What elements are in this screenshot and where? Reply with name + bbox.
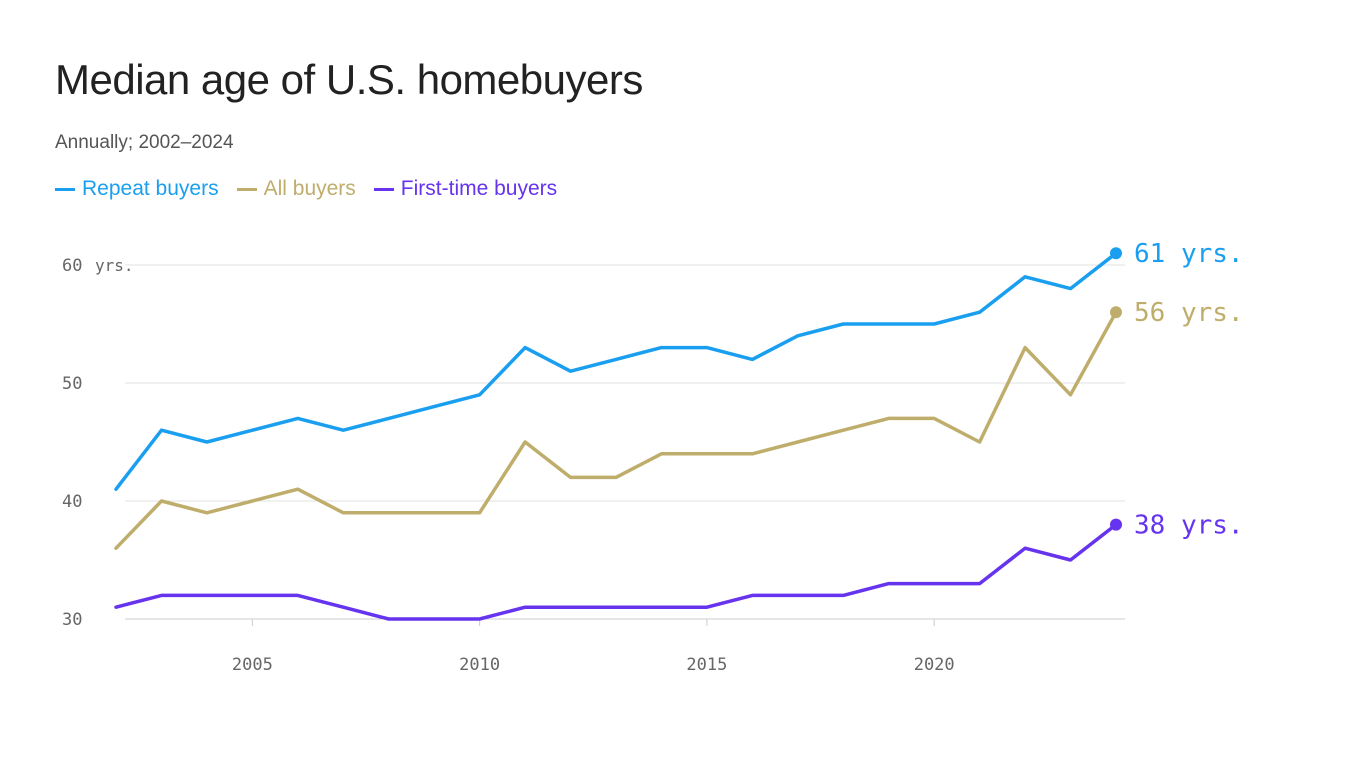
legend-item-first-time-buyers: First-time buyers: [373, 177, 558, 201]
y-tick-label-60: 60: [62, 256, 82, 276]
legend-swatch-repeat-buyers: [55, 187, 75, 191]
y-axis-unit: yrs.: [95, 256, 134, 275]
x-tick-label-2015: 2015: [686, 655, 727, 675]
legend: Repeat buyers All buyers First-time buye…: [55, 177, 557, 201]
series-line-first-time-buyers: [114, 522, 1118, 621]
series-line-repeat-buyers: [114, 251, 1118, 491]
y-tick-label-50: 50: [62, 374, 82, 394]
series-end-dot-repeat-buyers: [1110, 247, 1122, 260]
legend-item-repeat-buyers: Repeat buyers: [55, 177, 219, 201]
chart-subtitle: Annually; 2002–2024: [55, 132, 234, 153]
series-end-dot-all-buyers: [1110, 306, 1122, 319]
series-line-all-buyers: [114, 310, 1118, 550]
legend-label-first-time-buyers: First-time buyers: [400, 177, 558, 200]
y-tick-label-40: 40: [62, 492, 82, 512]
y-tick-label-30: 30: [62, 610, 82, 630]
x-tick-label-2020: 2020: [914, 655, 955, 675]
legend-label-all-buyers: All buyers: [263, 177, 356, 200]
legend-item-all-buyers: All buyers: [236, 177, 356, 201]
x-tick-label-2010: 2010: [459, 655, 500, 675]
series-end-label-first-time-buyers: 38 yrs.: [1134, 511, 1244, 541]
legend-swatch-first-time-buyers: [373, 187, 394, 191]
legend-label-repeat-buyers: Repeat buyers: [82, 177, 219, 200]
chart-title: Median age of U.S. homebuyers: [55, 56, 643, 103]
series-end-dot-first-time-buyers: [1110, 518, 1122, 531]
series-end-label-all-buyers: 56 yrs.: [1134, 298, 1244, 328]
series-end-label-repeat-buyers: 61 yrs.: [1134, 239, 1244, 269]
legend-swatch-all-buyers: [236, 187, 257, 191]
x-tick-label-2005: 2005: [232, 655, 273, 675]
